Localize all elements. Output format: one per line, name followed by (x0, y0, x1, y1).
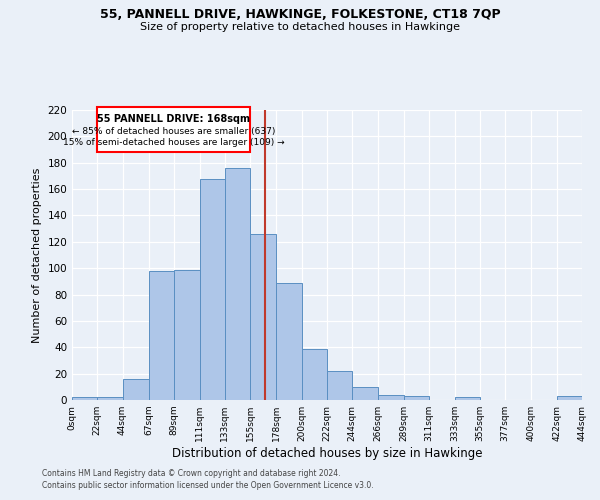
Text: 55 PANNELL DRIVE: 168sqm: 55 PANNELL DRIVE: 168sqm (97, 114, 250, 124)
Bar (250, 234, 277, 400)
X-axis label: Distribution of detached houses by size in Hawkinge: Distribution of detached houses by size … (172, 447, 482, 460)
Bar (174, 270, 199, 400)
Bar (199, 178, 225, 400)
Bar (149, 271, 174, 400)
Bar (404, 396, 429, 400)
Text: 55, PANNELL DRIVE, HAWKINGE, FOLKESTONE, CT18 7QP: 55, PANNELL DRIVE, HAWKINGE, FOLKESTONE,… (100, 8, 500, 20)
Bar (122, 379, 149, 400)
Text: 15% of semi-detached houses are larger (109) →: 15% of semi-detached houses are larger (… (63, 138, 284, 147)
Bar (377, 394, 404, 400)
Bar (557, 396, 582, 400)
FancyBboxPatch shape (97, 108, 250, 152)
Text: ← 85% of detached houses are smaller (637): ← 85% of detached houses are smaller (63… (72, 126, 275, 136)
Text: Size of property relative to detached houses in Hawkinge: Size of property relative to detached ho… (140, 22, 460, 32)
Bar (225, 168, 250, 400)
Bar (455, 398, 480, 400)
Bar (277, 282, 302, 400)
Bar (97, 398, 122, 400)
Bar (352, 387, 377, 400)
Bar (72, 398, 97, 400)
Text: Contains HM Land Registry data © Crown copyright and database right 2024.: Contains HM Land Registry data © Crown c… (42, 468, 341, 477)
Bar (327, 371, 352, 400)
Bar (302, 348, 327, 400)
Text: Contains public sector information licensed under the Open Government Licence v3: Contains public sector information licen… (42, 481, 374, 490)
Y-axis label: Number of detached properties: Number of detached properties (32, 168, 42, 342)
